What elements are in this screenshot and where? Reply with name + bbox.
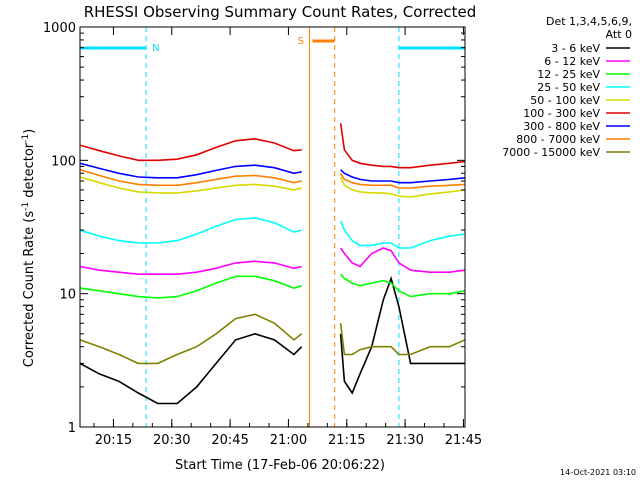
series-line-3 — [79, 273, 466, 299]
y-axis-label-superscript: -1 — [21, 134, 31, 143]
series-line-7 — [79, 162, 466, 184]
x-tick-label: 20:15 — [95, 433, 132, 448]
series-line-6 — [79, 123, 466, 169]
series-line-5 — [79, 176, 466, 198]
y-axis-label: Corrected Count Rate (s-1 detector-1) — [21, 129, 37, 367]
y-axis-label-part: detector — [22, 142, 37, 202]
legend-label: 100 - 300 keV — [523, 107, 600, 120]
legend-label: 25 - 50 keV — [537, 81, 600, 94]
legend-header: Det 1,3,4,5,6,9,Att 0 — [546, 15, 632, 41]
y-axis-label-part: Corrected Count Rate (s — [22, 211, 37, 368]
x-tick-label: 21:45 — [445, 433, 482, 448]
y-tick-label: 1 — [68, 421, 76, 436]
series-line-8 — [79, 168, 466, 189]
legend-header-line: Att 0 — [606, 28, 632, 41]
y-axis: 1 10 100 1000 — [43, 21, 465, 436]
night-label: N — [152, 43, 159, 54]
x-axis-label: Start Time (17-Feb-06 20:06:22) — [175, 458, 385, 473]
y-axis-label-superscript: -1 — [21, 202, 31, 211]
legend-label: 800 - 7000 keV — [516, 133, 600, 146]
y-tick-label: 100 — [51, 154, 76, 169]
legend-label: 12 - 25 keV — [537, 68, 600, 81]
saa-label: S — [297, 36, 303, 47]
series-line-2 — [79, 247, 466, 275]
plot-area: NS — [79, 26, 466, 428]
series-line-9 — [79, 313, 466, 365]
y-tick-label: 10 — [59, 288, 76, 303]
plot-frame — [79, 26, 466, 428]
legend-header-line: Det 1,3,4,5,6,9, — [546, 15, 632, 28]
series-line-4 — [79, 217, 466, 249]
x-tick-label: 21:15 — [328, 433, 365, 448]
x-axis: 20:15 20:30 20:45 21:00 21:15 21:30 21:45 — [93, 27, 482, 448]
x-tick-label: 20:45 — [211, 433, 248, 448]
y-tick-label: 1000 — [43, 21, 76, 36]
legend-label: 3 - 6 keV — [551, 42, 600, 55]
timestamp: 14-Oct-2021 03:10 — [560, 468, 636, 477]
x-tick-label: 21:30 — [386, 433, 423, 448]
legend-label: 50 - 100 keV — [530, 94, 600, 107]
x-tick-label: 21:00 — [270, 433, 307, 448]
x-tick-label: 20:30 — [153, 433, 190, 448]
legend-label: 300 - 800 keV — [523, 120, 600, 133]
legend-label: 7000 - 15000 keV — [502, 146, 600, 159]
y-axis-label-part: ) — [22, 129, 37, 134]
legend-label: 6 - 12 keV — [544, 55, 600, 68]
series-line-1 — [79, 275, 465, 405]
chart-title: RHESSI Observing Summary Count Rates, Co… — [84, 3, 477, 21]
